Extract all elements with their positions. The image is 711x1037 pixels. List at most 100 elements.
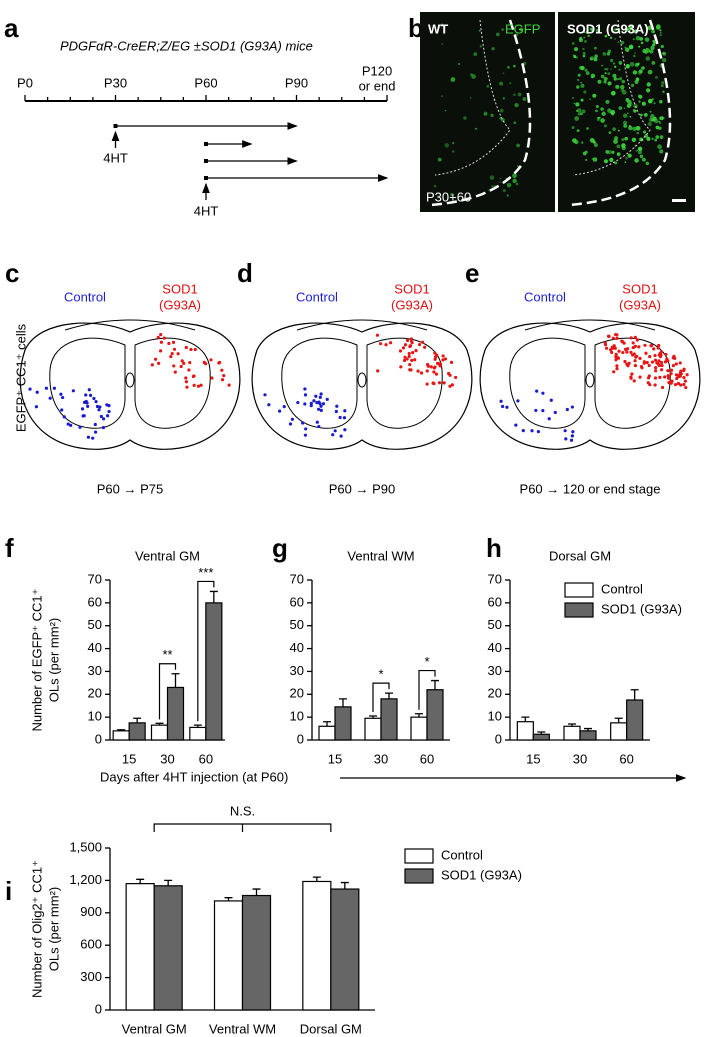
fluorescence [659,99,663,104]
cell [34,405,39,409]
fluorescence [584,68,588,72]
fluorescence [515,182,519,186]
fluorescence [507,65,510,69]
cell [659,360,664,365]
fluorescence [649,117,652,120]
fluorescence [587,34,590,38]
cell [222,374,226,378]
fluorescence [502,188,506,193]
cell [413,358,417,362]
cell [569,438,574,442]
cell [441,354,445,358]
fluorescence [658,120,661,123]
gray-matter [594,337,671,429]
cell [288,422,293,426]
cell [615,355,619,359]
fluorescence [499,108,504,113]
cell [626,347,630,351]
cell [530,429,534,433]
cell [417,343,422,347]
group-label: SOD1 [622,281,657,296]
fluorescence [437,157,442,162]
fluorescence [517,92,522,97]
panel-letter: e [465,258,479,288]
cell [659,353,663,357]
cell [159,340,164,344]
error-bar [568,723,576,727]
fluorescence [579,37,583,41]
fluorescence [628,44,634,50]
fluorescence [593,57,598,62]
cell [210,376,214,380]
fluorescence [634,52,637,54]
cell [220,368,224,372]
bar [334,706,352,741]
cell [410,358,414,362]
cell [182,361,186,365]
fluorescence [647,98,653,104]
cell [541,409,545,413]
cell [179,364,183,369]
significance-bracket [158,663,177,720]
cell [101,417,106,421]
cell [379,342,383,346]
fluorescence [621,79,626,84]
cell [403,355,407,359]
fluorescence [607,72,611,76]
cell [437,381,442,385]
cell [61,395,65,400]
x-axis-label: Days after 4HT injection (at P60) [100,769,288,784]
fluorescence [582,47,585,51]
cell [609,348,613,352]
x-tick-label: 30 [160,751,174,766]
cell [571,430,575,434]
y-tick-label: 20 [88,686,102,701]
fluorescence [433,184,437,188]
cell [670,379,674,383]
fluorescence [506,182,512,188]
cell [535,389,539,393]
cell [637,345,641,349]
cell [442,381,446,385]
significance-bracket [418,669,436,710]
cell [342,416,347,420]
cell [441,358,445,362]
fluorescence [633,103,638,109]
fluorescence [612,73,617,78]
panel-letter: g [272,533,288,563]
cell [309,404,313,408]
error-bar [521,716,530,722]
cell [399,365,403,369]
cell [632,352,636,356]
fluorescence [647,69,653,75]
cell [536,430,541,434]
fluorescence [621,143,626,148]
bar [153,885,183,1011]
fluorescence [643,113,648,117]
cell [282,405,286,409]
cell [315,400,319,405]
cell [314,394,318,398]
y-tick-label: 600 [80,937,102,952]
error-bar [133,717,142,723]
cell [499,399,503,403]
cell [448,384,452,388]
dorsal-cap [64,319,196,331]
fluorescence [604,68,606,71]
cell [443,357,448,361]
fluorescence [475,127,478,130]
error-bar [630,689,639,700]
legend-swatch [404,848,434,864]
caption: P60 → 120 or end stage [520,481,661,496]
gm-edge [572,19,651,176]
error-bar [340,881,349,890]
cell [209,358,213,362]
injection-label: 4HT [103,150,128,165]
fluorescence [626,27,631,33]
fluorescence [612,127,616,132]
fluorescence [583,90,587,94]
cell [549,398,553,402]
gray-matter [366,337,443,429]
cell [615,336,619,340]
fluorescence [632,108,636,112]
